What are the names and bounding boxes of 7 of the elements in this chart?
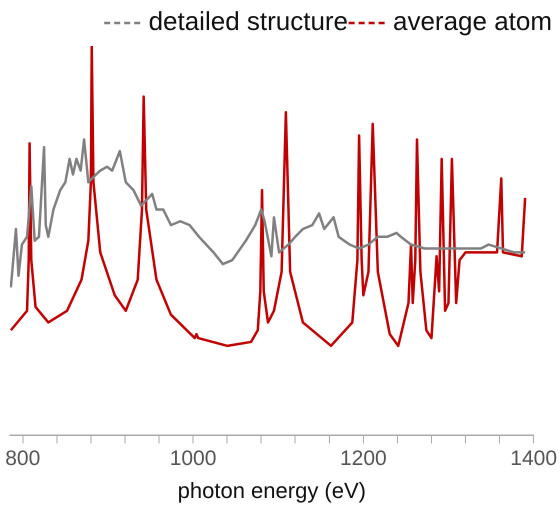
x-tick-label: 1400 (510, 446, 557, 470)
x-tick-label: 1000 (170, 446, 216, 470)
legend-label: detailed structure (148, 6, 348, 36)
x-tick-label: 800 (5, 446, 40, 470)
legend-label: average atom (393, 6, 552, 36)
x-tick-label: 1200 (340, 446, 387, 470)
x-axis-title: photon energy (eV) (178, 478, 366, 503)
